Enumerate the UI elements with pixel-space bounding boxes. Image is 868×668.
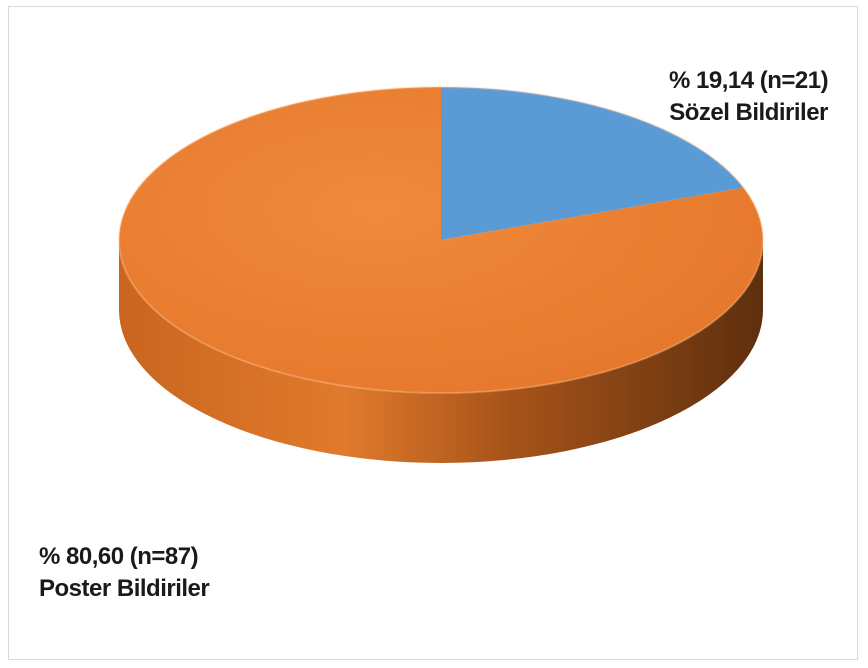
pie-side-wall (119, 240, 763, 463)
chart-frame: % 19,14 (n=21) Sözel Bildiriler % 80,60 … (8, 6, 858, 660)
slice-label-poster: % 80,60 (n=87) Poster Bildiriler (39, 541, 210, 605)
pie-slice-sozel (441, 87, 744, 240)
slice-name-poster: Poster Bildiriler (39, 575, 210, 602)
slices-layer (118, 86, 764, 463)
slice-percent-poster: % 80,60 (n=87) (39, 543, 199, 570)
pie-rim-highlight (118, 86, 764, 394)
slice-percent-sozel: % 19,14 (n=21) (669, 67, 829, 94)
pie-slice-poster (119, 87, 764, 393)
slice-label-sozel: % 19,14 (n=21) Sözel Bildiriler (669, 65, 829, 129)
slice-name-sozel: Sözel Bildiriler (669, 99, 828, 126)
pie-chart (118, 86, 764, 463)
